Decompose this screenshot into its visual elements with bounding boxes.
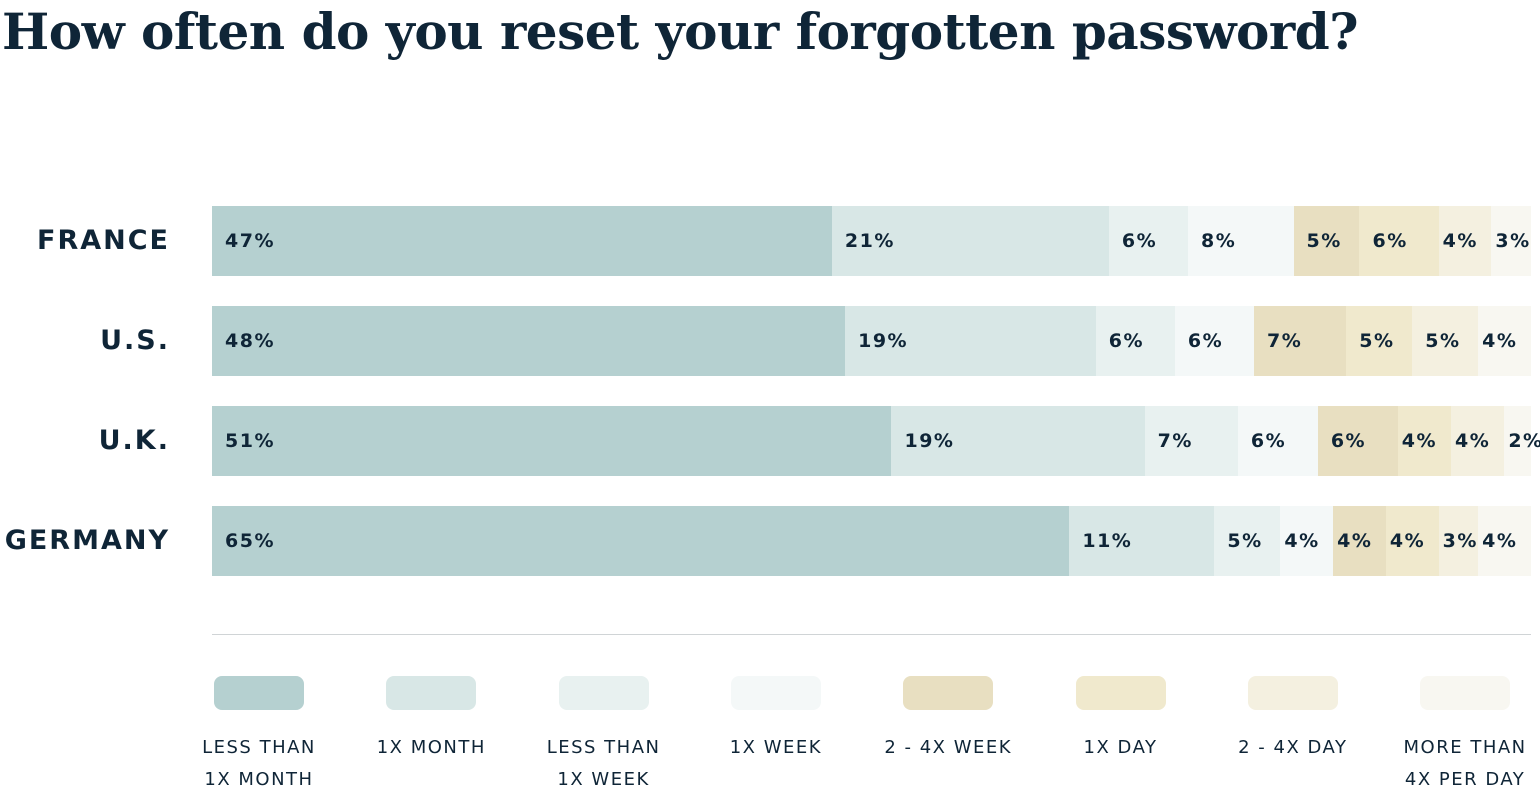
legend-label: 1X DAY [1083,737,1158,758]
bar-segment: 3% [1491,206,1531,276]
data-label: 4% [1284,530,1320,552]
legend-label: 1X WEEK [729,737,823,758]
bar-segment: 3% [1438,506,1479,576]
bar-segment: 47% [212,206,832,276]
legend-swatch [903,676,994,710]
data-label: 5% [1306,230,1342,252]
bar-segment: 5% [1214,506,1281,576]
bar-segment: 4% [1478,506,1531,576]
data-label: 7% [1266,330,1303,352]
data-label: 6% [1372,230,1408,252]
legend-item: 2 - 4X DAY [1207,676,1379,764]
bar-segment: 8% [1188,206,1294,276]
bar-segment: 5% [1412,306,1479,376]
data-label: 19% [904,430,955,452]
legend-swatch [214,676,304,710]
legend-label: 2 - 4X WEEK [884,737,1013,758]
bar-segment: 21% [831,206,1109,276]
legend-swatch [386,676,477,710]
bar-segment: 6% [1108,206,1189,276]
data-label: 4% [1482,530,1518,552]
data-label: 2% [1508,430,1540,452]
legend-label: MORE THAN 4X PER DAY [1403,737,1527,790]
data-label: 48% [225,330,275,352]
legend-swatch [1247,676,1338,710]
data-label: 4% [1389,530,1426,552]
legend-item: 1X MONTH [345,676,517,764]
bar-segment: 6% [1237,406,1318,476]
bar-segment: 4% [1397,406,1452,476]
data-label: 5% [1359,330,1395,352]
data-label: 6% [1250,430,1287,452]
bar-segment: 2% [1504,406,1540,476]
bar-row: 47% 21% 6% 8% 5% 6% 4% 3% [212,206,1531,276]
data-label: 4% [1442,230,1478,252]
category-label: GERMANY [4,525,170,556]
data-label: 6% [1187,330,1224,352]
data-label: 4% [1482,330,1518,352]
bar-segment: 4% [1438,206,1492,276]
data-label: 3% [1442,530,1478,552]
bar-segment: 65% [212,506,1070,576]
data-label: 6% [1108,330,1144,352]
data-label: 65% [225,530,275,552]
bar-row: 65% 11% 5% 4% 4% 4% 3% 4% [212,506,1531,576]
category-label: FRANCE [37,225,170,256]
legend-label: 1X MONTH [376,737,486,758]
bar-segment: 4% [1280,506,1334,576]
bar-segment: 5% [1293,206,1360,276]
baseline-divider [212,634,1531,635]
legend-item: LESS THAN 1X MONTH [173,676,345,796]
category-label: U.S. [100,325,170,356]
data-label: 47% [225,230,275,252]
legend-item: MORE THAN 4X PER DAY [1379,676,1540,796]
legend-item: 1X WEEK [690,676,862,764]
data-label: 51% [225,430,275,452]
data-label: 5% [1425,330,1461,352]
data-label: 6% [1330,430,1367,452]
bar-segment: 19% [891,406,1145,476]
data-label: 4% [1455,430,1491,452]
legend-label: LESS THAN 1X MONTH [202,737,316,790]
data-label: 7% [1157,430,1193,452]
bar-segment: 4% [1451,406,1505,476]
data-label: 8% [1201,230,1237,252]
bar-segment: 11% [1069,506,1215,576]
legend-swatch [1075,676,1166,710]
bar-segment: 7% [1144,406,1238,476]
bar-segment: 6% [1359,206,1439,276]
category-label: U.K. [98,425,170,456]
legend-label: 2 - 4X DAY [1238,737,1348,758]
bar-row: 51% 19% 7% 6% 6% 4% 4% 2% [212,406,1540,476]
bar-segment: 4% [1385,506,1439,576]
bar-segment: 6% [1317,406,1398,476]
chart-title: How often do you reset your forgotten pa… [2,2,1359,61]
legend-item: 1X DAY [1035,676,1207,764]
bar-segment: 6% [1095,306,1175,376]
data-label: 19% [858,330,909,352]
data-label: 6% [1121,230,1158,252]
data-label: 11% [1082,530,1133,552]
bar-segment: 19% [845,306,1096,376]
data-label: 4% [1401,430,1438,452]
data-label: 21% [844,230,895,252]
legend-item: LESS THAN 1X WEEK [518,676,690,796]
legend-label: LESS THAN 1X WEEK [546,737,661,790]
legend-swatch [1420,676,1511,710]
bar-segment: 4% [1333,506,1386,576]
bar-segment: 4% [1478,306,1531,376]
legend-swatch [558,676,649,710]
data-label: 4% [1337,530,1373,552]
data-label: 5% [1227,530,1263,552]
data-label: 3% [1495,230,1531,252]
legend-item: 2 - 4X WEEK [862,676,1034,764]
bar-segment: 6% [1174,306,1254,376]
bar-segment: 51% [212,406,892,476]
bar-segment: 7% [1253,306,1347,376]
bar-segment: 48% [212,306,846,376]
bar-row: 48% 19% 6% 6% 7% 5% 5% 4% [212,306,1531,376]
bar-segment: 5% [1346,306,1413,376]
legend-swatch [730,676,821,710]
